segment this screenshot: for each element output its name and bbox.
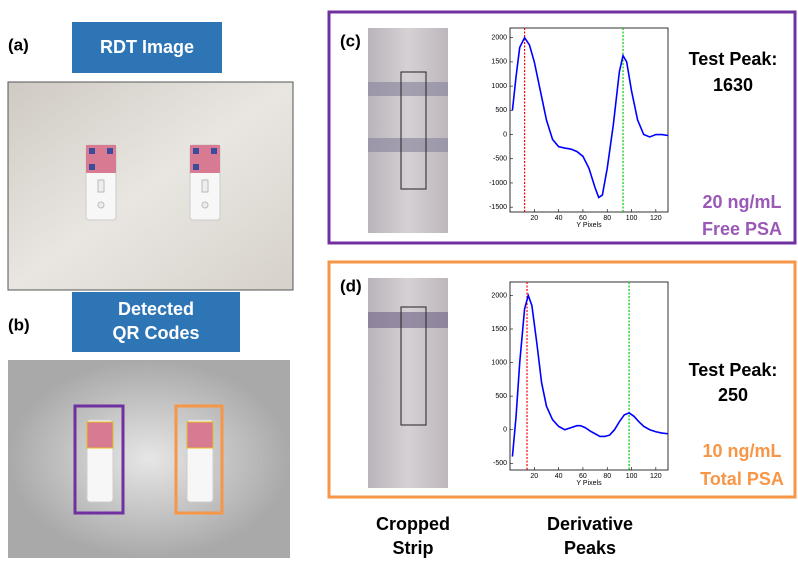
x-tick-label: 20	[530, 473, 538, 480]
y-tick-label: -500	[493, 460, 507, 467]
concentration: 10 ng/mL	[702, 441, 781, 461]
panel-title: QR Codes	[112, 323, 199, 343]
strip-crop	[368, 28, 448, 233]
data-line	[511, 36, 669, 199]
x-tick-label: 120	[650, 473, 662, 480]
detected-photo	[8, 360, 290, 558]
panel-label: (c)	[340, 31, 361, 50]
panel-label: (b)	[8, 315, 30, 334]
y-tick-label: -500	[493, 156, 507, 163]
x-tick-label: 40	[555, 473, 563, 480]
column-label: Peaks	[564, 538, 616, 558]
x-tick-label: 80	[603, 473, 611, 480]
y-tick-label: 1500	[491, 326, 507, 333]
peak-value: 1630	[713, 75, 753, 95]
panel-title: Detected	[118, 299, 194, 319]
y-tick-label: 1500	[491, 59, 507, 66]
concentration: 20 ng/mL	[702, 192, 781, 212]
y-tick-label: 500	[495, 107, 507, 114]
x-tick-label: 60	[579, 473, 587, 480]
peak-label: Test Peak:	[689, 49, 778, 69]
y-tick-label: 1000	[491, 83, 507, 90]
plot-frame	[509, 281, 669, 471]
column-label: Derivative	[547, 514, 633, 534]
y-tick-label: -1000	[489, 180, 507, 187]
x-tick-label: 60	[579, 215, 587, 222]
strip-crop	[368, 278, 448, 488]
rdt-photo	[7, 81, 294, 291]
x-tick-label: 120	[650, 215, 662, 222]
peak-label: Test Peak:	[689, 360, 778, 380]
x-tick-label: 40	[555, 215, 563, 222]
analyte: Total PSA	[700, 469, 784, 489]
y-tick-label: 0	[503, 427, 507, 434]
analyte: Free PSA	[702, 219, 782, 239]
title-box	[72, 292, 240, 352]
y-tick-label: 2000	[491, 35, 507, 42]
panel-label: (a)	[8, 35, 29, 54]
x-axis-label: Y Pixels	[576, 480, 602, 487]
x-tick-label: 100	[626, 215, 638, 222]
y-tick-label: 500	[495, 393, 507, 400]
y-tick-label: 2000	[491, 292, 507, 299]
panel-label: (d)	[340, 276, 362, 295]
title-box	[72, 22, 222, 73]
peak-value: 250	[718, 385, 748, 405]
plot-frame	[509, 27, 669, 213]
x-tick-label: 100	[626, 473, 638, 480]
panel-frame	[327, 10, 797, 245]
column-label: Strip	[392, 538, 433, 558]
column-label: Cropped	[376, 514, 450, 534]
x-axis-label: Y Pixels	[576, 222, 602, 229]
y-tick-label: 1000	[491, 359, 507, 366]
panel-frame	[327, 260, 797, 499]
data-line	[511, 292, 669, 457]
y-tick-label: 0	[503, 131, 507, 138]
x-tick-label: 20	[530, 215, 538, 222]
y-tick-label: -1500	[489, 204, 507, 211]
panel-title: RDT Image	[100, 37, 194, 57]
x-tick-label: 80	[603, 215, 611, 222]
